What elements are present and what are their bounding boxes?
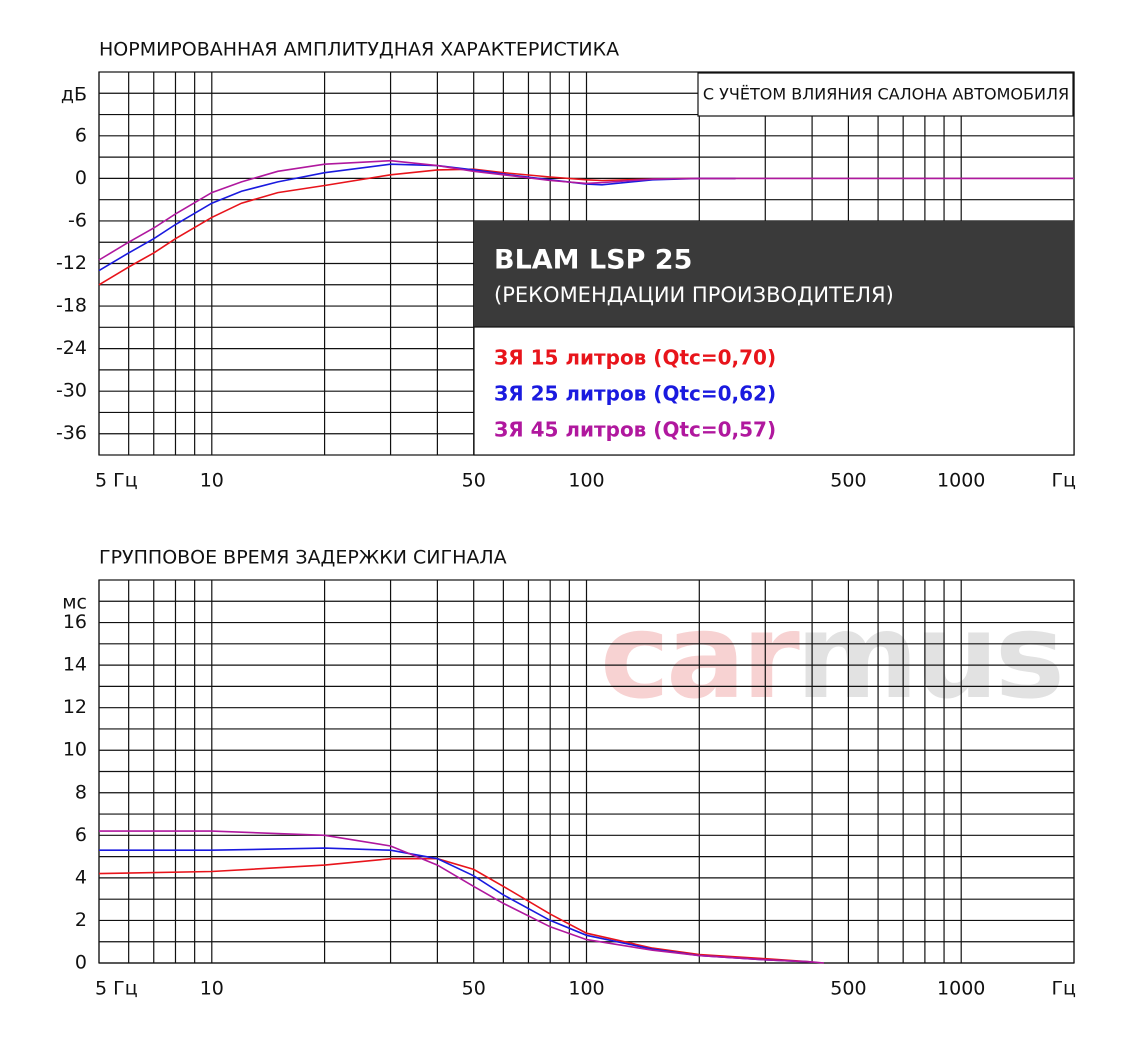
legend-subtitle: (РЕКОМЕНДАЦИИ ПРОИЗВОДИТЕЛЯ) bbox=[494, 283, 894, 307]
x-tick-label: 100 bbox=[568, 470, 604, 492]
x-tick-label: 5 Гц bbox=[95, 470, 138, 492]
watermark-part: mus bbox=[796, 587, 1061, 725]
y-tick-label: -24 bbox=[56, 337, 87, 359]
x-tick-label: 50 bbox=[462, 470, 486, 492]
y-tick-label: -18 bbox=[56, 295, 87, 317]
y-tick-label: 6 bbox=[75, 124, 87, 146]
x-tick-label: 50 bbox=[462, 978, 486, 1000]
legend-body bbox=[473, 326, 1075, 456]
y-tick-label: 6 bbox=[75, 824, 87, 846]
x-tick-label: 500 bbox=[830, 978, 866, 1000]
y-tick-label: -6 bbox=[68, 209, 87, 231]
y-tick-label: 0 bbox=[75, 952, 87, 974]
series-line bbox=[98, 163, 736, 272]
x-tick-label: 100 bbox=[568, 978, 604, 1000]
y-tick-label: -12 bbox=[56, 252, 87, 274]
chart: ГРУППОВОЕ ВРЕМЯ ЗАДЕРЖКИ СИГНАЛА мс carmus… bbox=[62, 547, 1076, 1000]
annotation-box bbox=[697, 72, 1074, 117]
series-line bbox=[98, 168, 736, 286]
y-tick-label: 0 bbox=[75, 167, 87, 189]
annotation: С УЧЁТОМ ВЛИЯНИЯ САЛОНА АВТОМОБИЛЯ bbox=[703, 85, 1069, 104]
legend-header bbox=[474, 221, 1074, 327]
series-line bbox=[99, 847, 813, 963]
y-tick-label: 2 bbox=[75, 909, 87, 931]
chart: НОРМИРОВАННАЯ АМПЛИТУДНАЯ ХАРАКТЕРИСТИКА… bbox=[56, 39, 1076, 492]
y-tick-label: 16 bbox=[63, 611, 87, 633]
x-tick-label: 5 Гц bbox=[95, 978, 138, 1000]
y-tick-label: 4 bbox=[75, 866, 87, 888]
y-tick-label: 14 bbox=[63, 654, 87, 676]
y-axis-label: дБ bbox=[61, 84, 87, 106]
y-tick-label: 8 bbox=[75, 781, 87, 803]
legend-entry: ЗЯ 15 литров (Qtc=0,70) bbox=[494, 346, 776, 370]
x-tick-label: 1000 bbox=[937, 470, 985, 492]
series-line bbox=[99, 830, 824, 964]
y-axis-label: мс bbox=[62, 592, 87, 614]
y-tick-label: 12 bbox=[63, 696, 87, 718]
x-tick-label: 10 bbox=[200, 978, 224, 1000]
y-tick-label: 10 bbox=[63, 739, 87, 761]
x-tick-label: Гц bbox=[1051, 470, 1076, 492]
watermark: carmus bbox=[600, 587, 1061, 725]
x-tick-label: 500 bbox=[830, 470, 866, 492]
y-tick-label: -36 bbox=[56, 422, 87, 444]
series-line bbox=[98, 159, 1074, 261]
legend-entry: ЗЯ 25 литров (Qtc=0,62) bbox=[494, 382, 776, 406]
watermark-part: car bbox=[600, 587, 800, 725]
plot-frame bbox=[98, 579, 1075, 964]
chart-title: НОРМИРОВАННАЯ АМПЛИТУДНАЯ ХАРАКТЕРИСТИКА bbox=[99, 39, 619, 61]
y-tick-label: -30 bbox=[56, 380, 87, 402]
chart-title: ГРУППОВОЕ ВРЕМЯ ЗАДЕРЖКИ СИГНАЛА bbox=[99, 547, 507, 569]
legend-title: BLAM LSP 25 bbox=[494, 245, 692, 276]
x-tick-label: 10 bbox=[200, 470, 224, 492]
series-line bbox=[98, 857, 813, 963]
x-tick-label: Гц bbox=[1051, 978, 1076, 1000]
legend-entry: ЗЯ 45 литров (Qtc=0,57) bbox=[494, 418, 776, 442]
x-tick-label: 1000 bbox=[937, 978, 985, 1000]
